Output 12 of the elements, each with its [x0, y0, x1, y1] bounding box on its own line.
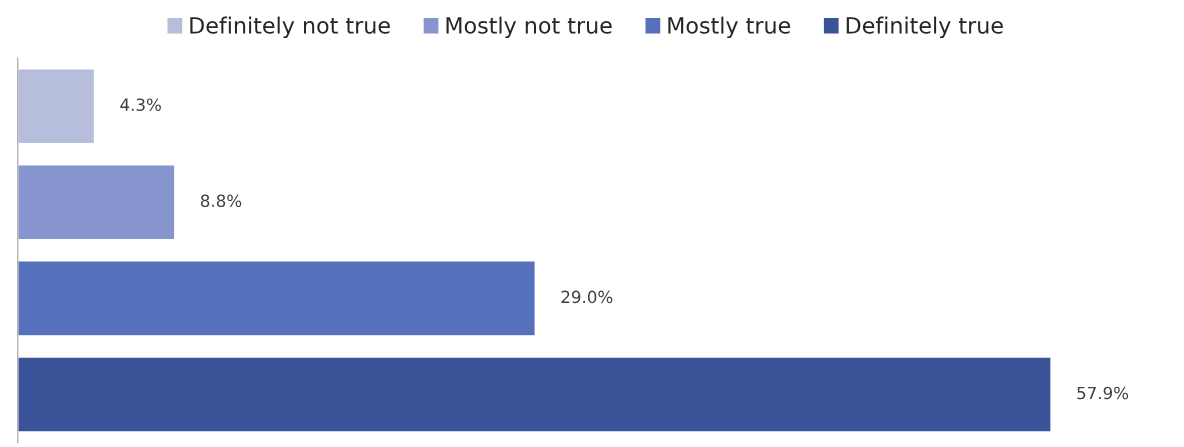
bar — [17, 67, 96, 145]
data-label: 57.9% — [1077, 386, 1129, 400]
legend-label: Definitely not true — [190, 16, 390, 39]
bar — [17, 356, 1052, 433]
legend-label: Mostly not true — [446, 16, 612, 39]
bar — [17, 164, 176, 241]
data-label: 29.0% — [561, 290, 613, 304]
data-label: 8.8% — [200, 194, 242, 208]
legend-label: Mostly true — [668, 16, 791, 39]
legend-label: Definitely true — [846, 16, 1003, 39]
bar — [17, 260, 537, 337]
data-label: 4.3% — [120, 98, 161, 111]
